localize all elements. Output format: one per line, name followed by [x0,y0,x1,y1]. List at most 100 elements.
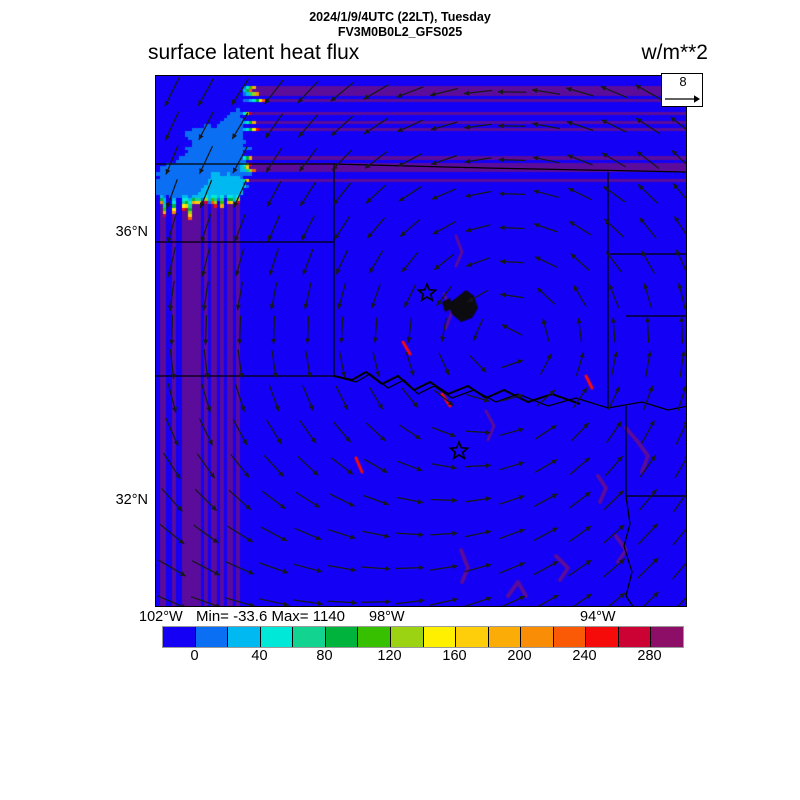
wind-vector-head [452,530,458,536]
wind-vector-head [375,370,381,377]
wind-vector-head [452,564,458,570]
wind-vector-head [199,202,205,208]
wind-vector-head [209,472,215,479]
wind-vector-head [237,339,243,345]
wind-vector-head [267,200,272,207]
wind-vector-head [272,372,278,378]
wind-vector-head [431,194,438,200]
wind-vector-head [248,569,254,575]
colorbar-swatch [293,627,326,647]
wind-vector-head [533,189,539,195]
wind-vector-head [601,119,608,125]
wind-vector-head [680,350,686,357]
wind-vector-head [332,164,338,171]
wind-vector-head [414,434,421,440]
colorbar-swatch [423,627,457,647]
wind-vector-head [517,359,523,365]
wind-vector-head [334,233,340,240]
wind-vector [672,527,686,546]
wind-vector-head [380,435,386,441]
state-border [333,373,686,411]
wind-vector-head [396,92,403,98]
wind-vector-head [485,529,492,535]
wind-vector-head [610,317,616,323]
wind-vector-head [619,558,625,565]
wind-vector-head [199,168,205,174]
colorbar-tick: 120 [377,648,402,664]
wind-vector-head [232,133,238,140]
wind-vector-head [165,134,170,141]
colorbar-swatch [456,627,489,647]
wind-vector-head [400,231,406,237]
wind-vector-head [485,596,492,602]
wind-vector-head [232,167,238,174]
wind-vector-head [485,463,491,469]
wind-vector-head [534,256,541,262]
wind-vector-head [299,165,305,172]
wind-vector [190,596,220,606]
colorbar-swatch [586,627,619,647]
wind-vector-head [303,303,309,310]
wind-vector-head [233,201,239,208]
model-name-label: FV3M0B0L2_GFS025 [337,25,463,39]
wind-vector-head [617,456,623,462]
wind-vector-head [274,405,280,412]
lon-tick-98w: 98°W [369,609,405,625]
wind-vector-head [584,491,591,498]
colorbar-tick: 160 [442,648,467,664]
wind-vector-head [685,525,686,526]
wind-vector-head [568,188,574,193]
wind-vector-head [485,496,491,502]
wind-vector-head [383,500,389,506]
wind-vector-head [537,287,543,294]
wind-vector-head [347,469,353,475]
wind-vector-head [231,99,237,105]
colorbar-tick-labels: 0 40 80 120 160 200 240 280 [162,648,682,668]
wind-vector-head [343,404,348,410]
wind-vector [677,596,686,606]
colorbar-tick: 200 [507,648,532,664]
wind-vector-head [317,600,323,606]
wind-vector-head [497,89,504,95]
wind-vector-head [641,250,647,257]
colorbar-swatch [651,627,683,647]
wind-vector-head [440,336,446,342]
wind-vector-head [450,432,456,438]
wind-vector-field [157,77,686,606]
wind-vector-head [534,223,540,228]
wind-arrow-icon [665,95,700,103]
colorbar [162,626,684,648]
wind-vector-head [214,570,220,576]
wind-vector-head [498,157,504,163]
wind-vector-head [269,304,275,310]
wind-vector-head [671,150,678,156]
wind-vector-head [567,154,574,160]
wind-vector-head [466,262,473,267]
wind-vector-head [170,373,176,379]
wind-vector-head [635,84,642,90]
wind-vector-head [614,386,620,393]
map-overlay [156,77,686,606]
wind-vector-head [268,235,273,242]
wind-vector-head [576,317,582,324]
wind-vector-head [366,197,372,204]
wind-vector-head [501,324,508,330]
wind-vector-head [245,504,252,510]
wind-vector-head [645,317,651,323]
wind-vector-head [206,406,212,413]
wind-vector-head [202,305,208,311]
wind-vector-head [549,390,556,396]
wind-vector-head [203,339,209,345]
wind-vector [159,523,185,545]
wind-vector-head [240,406,246,412]
wind-vector-head [198,100,204,106]
wind-vector-head [483,397,490,403]
wind-vector-head [337,303,343,309]
wind-vector-head [167,271,173,277]
wind-vector-head [333,199,339,205]
wind-vector-head [198,134,204,140]
wind-vector-head [235,270,240,276]
wind-vector-head [541,318,547,325]
colorbar-swatch [195,627,229,647]
